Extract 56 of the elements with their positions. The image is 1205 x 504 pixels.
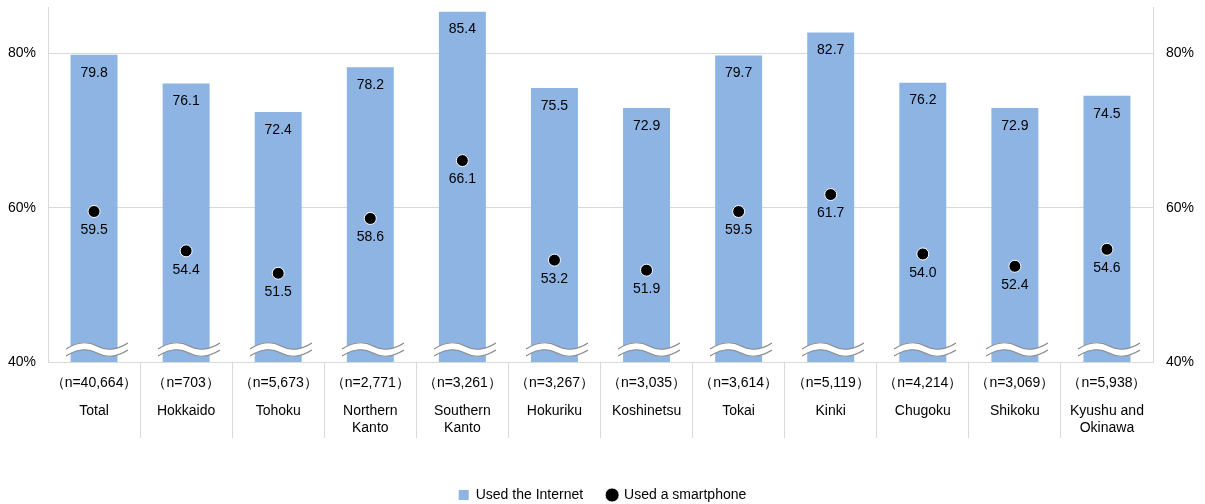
y2-tick-label: 80% (1166, 44, 1195, 61)
data-label: 58.6 (356, 228, 385, 245)
data-label: 61.7 (817, 204, 845, 221)
point (916, 247, 930, 261)
data-label: 51.9 (632, 280, 661, 297)
y-tick-label: 40% (7, 352, 36, 369)
legend-label: Used the Internet (475, 485, 584, 502)
data-label: 52.4 (1001, 276, 1029, 293)
y2-tick-label: 60% (1166, 198, 1195, 215)
x-tick-label: （n=703） Hokkaido (152, 373, 220, 418)
data-label: 75.5 (540, 96, 569, 113)
x-tick-label: （n=3,035） Koshinetsu (607, 373, 687, 418)
data-label: 51.5 (264, 283, 293, 300)
data-label: 72.4 (264, 120, 293, 137)
x-tick-label: （n=4,214） Chugoku (883, 373, 963, 418)
x-tick-label: （n=3,069） Shikoku (975, 373, 1055, 418)
data-label: 54.0 (909, 263, 937, 280)
x-tick-label: （n=5,938） Kyushu and Okinawa (1067, 373, 1147, 435)
x-tick-label: （n=40,664） Total (50, 373, 138, 418)
point (1008, 259, 1022, 273)
data-label: 76.1 (172, 92, 200, 109)
x-tick-label: （n=5,673） Tohoku (238, 373, 318, 418)
data-label: 53.2 (540, 269, 569, 286)
point (87, 205, 101, 219)
x-tick-label: （n=3,267） Hokuriku (514, 373, 594, 418)
data-label: 82.7 (817, 41, 845, 58)
data-label: 72.9 (1001, 116, 1029, 133)
data-label: 66.1 (448, 170, 477, 187)
point (824, 188, 838, 202)
legend-label: Used a smartphone (624, 485, 747, 502)
data-label: 78.2 (356, 76, 385, 93)
data-label: 72.9 (632, 116, 661, 133)
x-tick-label: （n=3,614） Tokai (699, 373, 779, 418)
y-tick-label: 80% (7, 44, 36, 61)
x-tick-label: （n=3,261） Southern Kanto (422, 373, 502, 435)
x-tick-label: （n=2,771） Northern Kanto (330, 373, 410, 435)
data-label: 59.5 (725, 221, 753, 238)
y2-tick-label: 40% (1166, 352, 1195, 369)
point (1100, 242, 1114, 256)
point (179, 244, 193, 258)
point (455, 154, 469, 168)
data-label: 79.8 (80, 63, 108, 80)
data-label: 59.5 (80, 221, 108, 238)
point (547, 253, 561, 267)
y-tick-label: 60% (7, 198, 36, 215)
data-label: 54.6 (1093, 259, 1121, 276)
data-label: 76.2 (909, 91, 937, 108)
data-label: 85.4 (448, 20, 477, 37)
data-label: 79.7 (725, 64, 753, 81)
point (271, 266, 285, 280)
x-tick-label: （n=5,119） Kinki (791, 373, 870, 418)
point (640, 263, 654, 277)
data-label: 74.5 (1093, 104, 1121, 121)
point (363, 211, 377, 225)
point (732, 205, 746, 219)
data-label: 54.4 (172, 260, 200, 277)
